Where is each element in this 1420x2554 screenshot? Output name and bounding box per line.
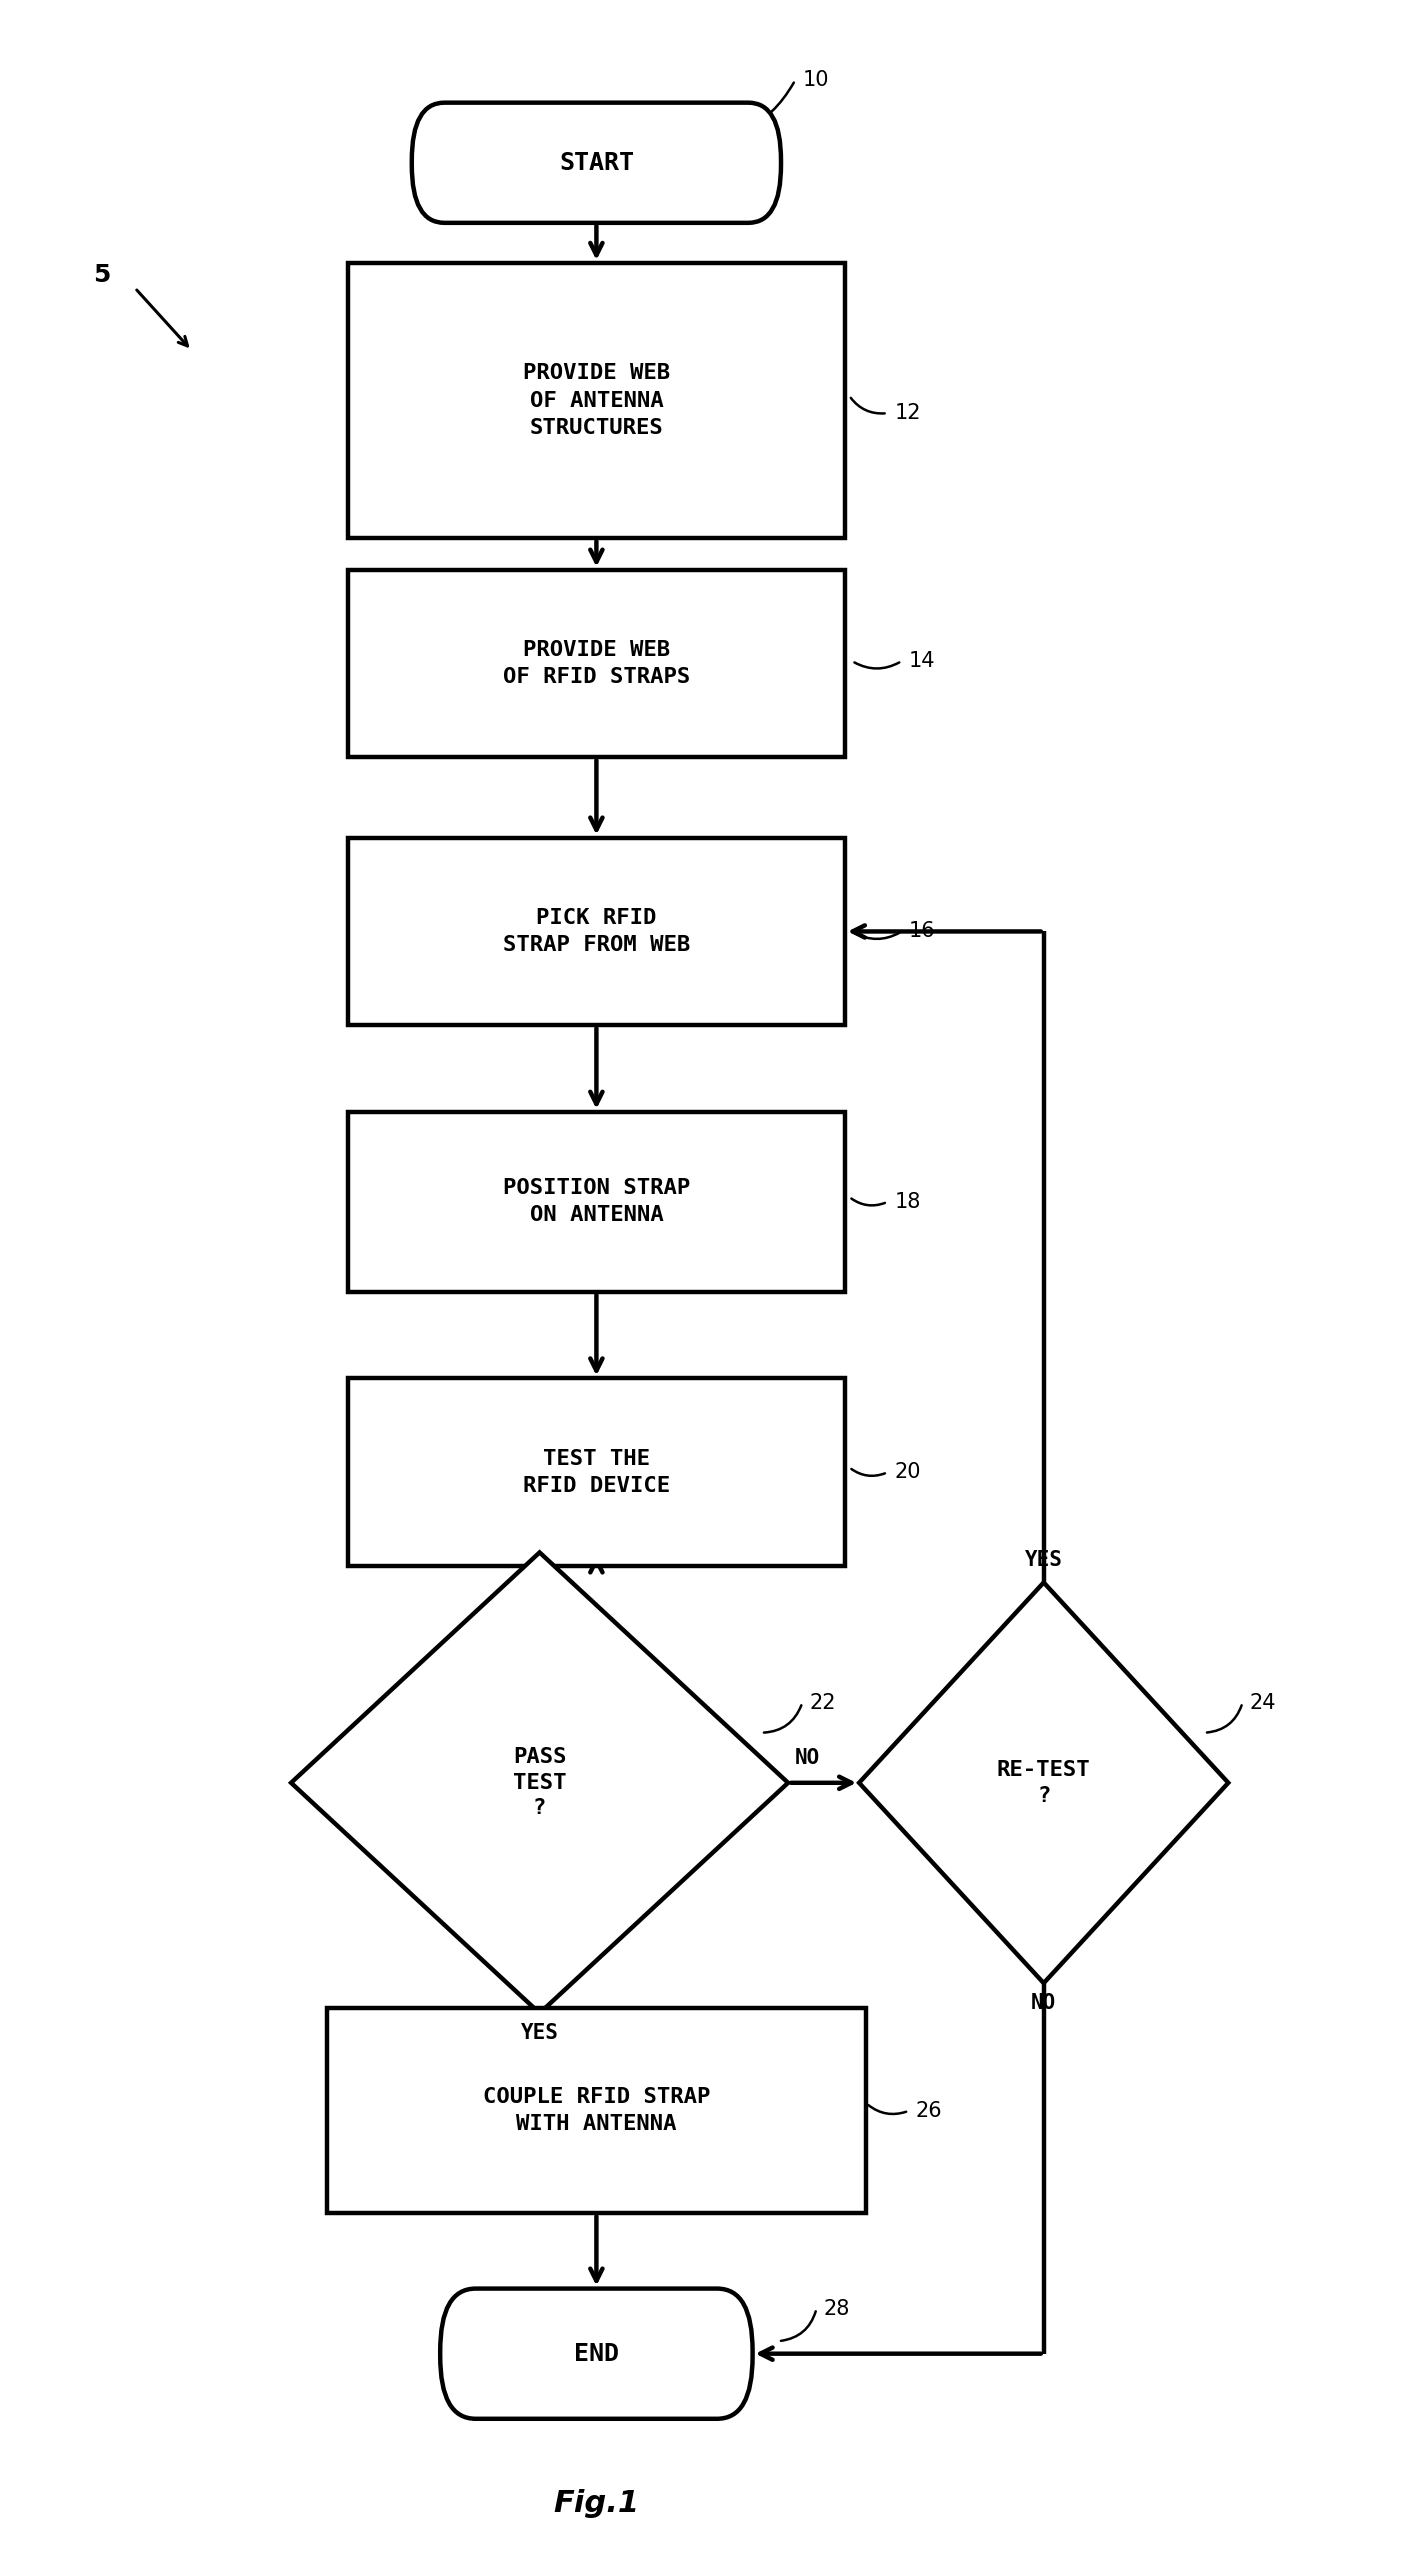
Text: 24: 24 <box>1250 1693 1277 1714</box>
Bar <box>348 570 845 759</box>
Bar <box>348 1111 845 1292</box>
Text: PICK RFID
STRAP FROM WEB: PICK RFID STRAP FROM WEB <box>503 907 690 955</box>
Text: NO: NO <box>1031 1992 1056 2013</box>
Text: 26: 26 <box>916 2102 943 2120</box>
Text: COUPLE RFID STRAP
WITH ANTENNA: COUPLE RFID STRAP WITH ANTENNA <box>483 2087 710 2135</box>
Text: 12: 12 <box>895 404 922 424</box>
Text: NO: NO <box>795 1747 821 1767</box>
Bar <box>348 263 845 539</box>
Text: START: START <box>559 151 633 174</box>
Bar <box>327 2007 866 2214</box>
Text: PROVIDE WEB
OF RFID STRAPS: PROVIDE WEB OF RFID STRAPS <box>503 641 690 687</box>
Text: YES: YES <box>1025 1550 1062 1571</box>
Text: TEST THE
RFID DEVICE: TEST THE RFID DEVICE <box>523 1448 670 1497</box>
Text: 5: 5 <box>94 263 111 289</box>
Text: 22: 22 <box>809 1693 836 1714</box>
Text: 14: 14 <box>909 651 936 672</box>
Text: POSITION STRAP
ON ANTENNA: POSITION STRAP ON ANTENNA <box>503 1177 690 1226</box>
FancyBboxPatch shape <box>412 102 781 222</box>
Text: 20: 20 <box>895 1463 922 1481</box>
Text: END: END <box>574 2342 619 2365</box>
Text: 10: 10 <box>802 69 829 89</box>
Polygon shape <box>291 1553 788 2013</box>
Text: YES: YES <box>521 2023 558 2043</box>
FancyBboxPatch shape <box>440 2288 753 2419</box>
Bar <box>348 1379 845 1566</box>
Text: 18: 18 <box>895 1193 922 1213</box>
Bar <box>348 838 845 1024</box>
Text: Fig.1: Fig.1 <box>554 2490 639 2518</box>
Text: 28: 28 <box>824 2299 851 2319</box>
Text: PASS
TEST
?: PASS TEST ? <box>513 1747 567 1818</box>
Text: 16: 16 <box>909 922 936 942</box>
Text: RE-TEST
?: RE-TEST ? <box>997 1760 1091 1806</box>
Text: PROVIDE WEB
OF ANTENNA
STRUCTURES: PROVIDE WEB OF ANTENNA STRUCTURES <box>523 363 670 437</box>
Polygon shape <box>859 1583 1228 1982</box>
